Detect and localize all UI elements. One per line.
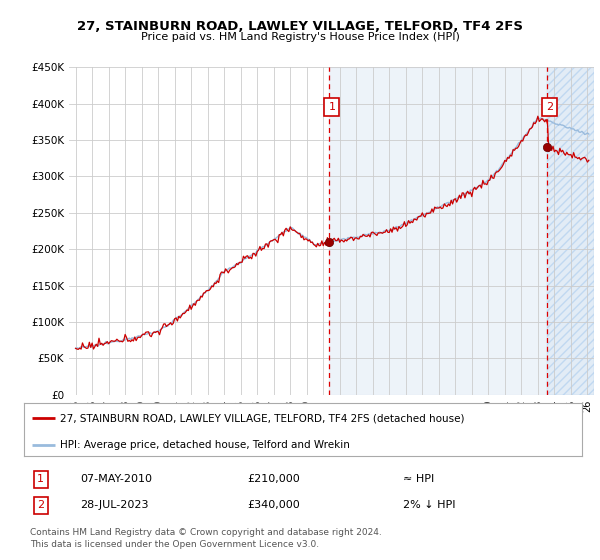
Bar [329,67,594,395]
Text: 2% ↓ HPI: 2% ↓ HPI [403,501,456,510]
Text: 27, STAINBURN ROAD, LAWLEY VILLAGE, TELFORD, TF4 2FS: 27, STAINBURN ROAD, LAWLEY VILLAGE, TELF… [77,20,523,32]
Text: 2: 2 [37,501,44,510]
Text: HPI: Average price, detached house, Telford and Wrekin: HPI: Average price, detached house, Telf… [60,440,350,450]
Text: 1: 1 [328,102,335,112]
Text: Contains HM Land Registry data © Crown copyright and database right 2024.
This d: Contains HM Land Registry data © Crown c… [29,528,382,549]
Text: 28-JUL-2023: 28-JUL-2023 [80,501,148,510]
Text: Price paid vs. HM Land Registry's House Price Index (HPI): Price paid vs. HM Land Registry's House … [140,32,460,43]
Text: 27, STAINBURN ROAD, LAWLEY VILLAGE, TELFORD, TF4 2FS (detached house): 27, STAINBURN ROAD, LAWLEY VILLAGE, TELF… [60,413,465,423]
Text: 1: 1 [37,474,44,484]
Bar [547,67,594,395]
Text: 07-MAY-2010: 07-MAY-2010 [80,474,152,484]
Text: ≈ HPI: ≈ HPI [403,474,434,484]
Text: 2: 2 [547,102,553,112]
Text: £210,000: £210,000 [247,474,300,484]
Text: £340,000: £340,000 [247,501,300,510]
